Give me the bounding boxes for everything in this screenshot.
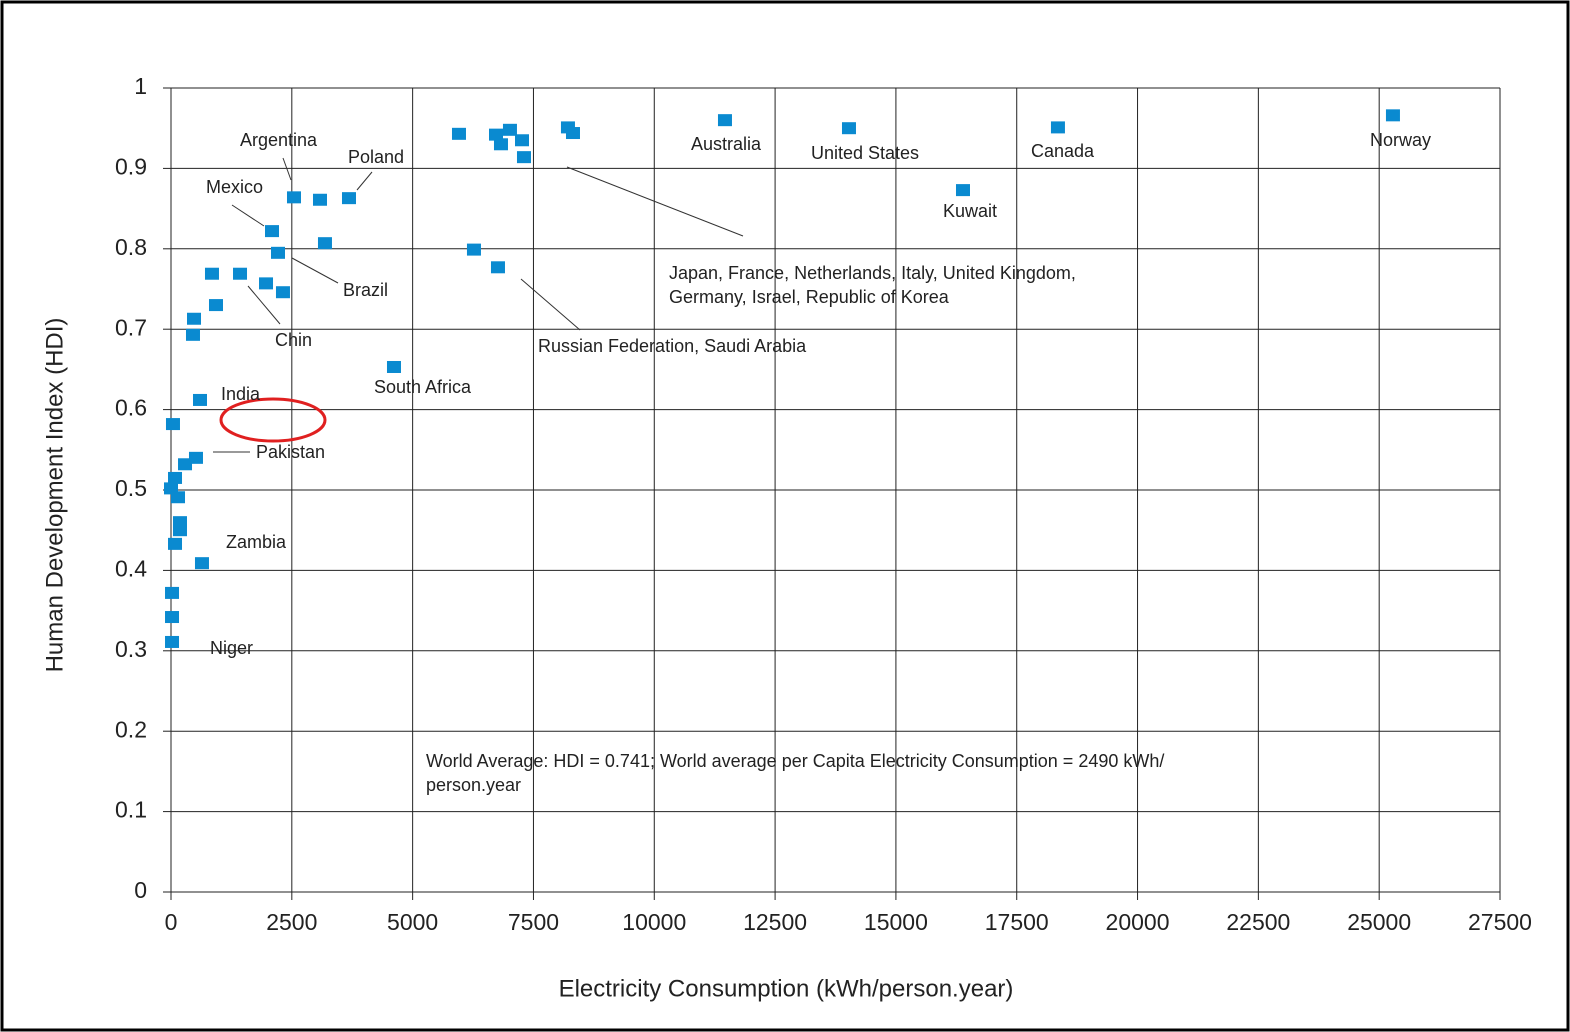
point [185, 328, 200, 341]
y-tick-label: 0.4 [115, 555, 147, 581]
annotation: Zambia [226, 532, 287, 552]
x-tick-label: 5000 [387, 909, 438, 935]
x-tick-label: 22500 [1226, 909, 1290, 935]
x-tick-label: 2500 [266, 909, 317, 935]
annotation: Mexico [206, 177, 263, 197]
leader-line [291, 257, 339, 284]
point [955, 184, 970, 197]
y-axis-label: Human Development Index (HDI) [41, 318, 68, 673]
annotation: South Africa [374, 377, 472, 397]
x-tick-label: 27500 [1468, 909, 1532, 935]
point [386, 360, 401, 373]
y-tick-label: 0.8 [115, 234, 147, 260]
x-tick-label: 17500 [985, 909, 1049, 935]
point [490, 261, 505, 274]
x-axis-label: Electricity Consumption (kWh/person.year… [559, 975, 1014, 1002]
point [233, 267, 248, 280]
point [208, 299, 223, 312]
annotation: Argentina [240, 130, 318, 150]
point [259, 277, 274, 290]
y-tick-label: 0.1 [115, 797, 147, 823]
y-tick-label: 0.3 [115, 636, 147, 662]
point [493, 138, 508, 151]
annotation: World Average: HDI = 0.741; World averag… [426, 751, 1164, 771]
point [841, 122, 856, 135]
point [168, 471, 183, 484]
y-tick-label: 0.9 [115, 153, 147, 179]
annotation: Chin [275, 330, 312, 350]
y-tick-label: 1 [134, 73, 147, 99]
annotation: Pakistan [256, 442, 325, 462]
leader-line [356, 171, 373, 191]
y-tick-label: 0.7 [115, 314, 147, 340]
point [502, 123, 517, 136]
point [565, 127, 580, 140]
annotation: India [221, 384, 261, 404]
annotation: Poland [348, 147, 404, 167]
point [178, 458, 193, 471]
leader-line [520, 278, 581, 331]
point [1385, 109, 1400, 122]
point [270, 246, 285, 259]
x-tick-label: 15000 [864, 909, 928, 935]
point [165, 586, 180, 599]
x-tick-label: 20000 [1106, 909, 1170, 935]
x-tick-label: 10000 [622, 909, 686, 935]
point [172, 524, 187, 537]
x-tick-label: 7500 [508, 909, 559, 935]
x-tick-label: 12500 [743, 909, 807, 935]
annotation: Kuwait [943, 201, 997, 221]
annotation: Canada [1031, 141, 1095, 161]
point [286, 191, 301, 204]
x-tick-label: 25000 [1347, 909, 1411, 935]
annotation: Brazil [343, 280, 388, 300]
point [466, 243, 481, 256]
point [489, 128, 504, 141]
point [165, 611, 180, 624]
point [341, 192, 356, 205]
point [317, 237, 332, 250]
highlight-ellipse [219, 397, 327, 443]
leader-line [231, 204, 265, 227]
point [312, 193, 327, 206]
point [717, 114, 732, 127]
leader-line [566, 166, 744, 237]
point [515, 134, 530, 147]
leader-line [247, 285, 281, 325]
point [192, 393, 207, 406]
annotation: Russian Federation, Saudi Arabia [538, 336, 807, 356]
point [165, 418, 180, 431]
point [516, 151, 531, 164]
leader-lines [213, 157, 744, 453]
point [204, 267, 219, 280]
annotation: person.year [426, 775, 521, 795]
point [275, 286, 290, 299]
y-tick-label: 0.6 [115, 395, 147, 421]
point [171, 491, 186, 504]
annotation: Australia [691, 134, 762, 154]
point [188, 451, 203, 464]
annotation: United States [811, 143, 919, 163]
x-tick-label: 0 [165, 909, 178, 935]
point [187, 312, 202, 325]
point [451, 127, 466, 140]
point [194, 557, 209, 570]
y-tick-label: 0 [134, 877, 147, 903]
y-tick-label: 0.5 [115, 475, 147, 501]
point [168, 537, 183, 550]
y-tick-label: 0.2 [115, 716, 147, 742]
point [165, 635, 180, 648]
point [265, 225, 280, 238]
annotation: Germany, Israel, Republic of Korea [669, 287, 950, 307]
annotation: Niger [210, 638, 253, 658]
annotation: Japan, France, Netherlands, Italy, Unite… [669, 263, 1076, 283]
leader-line [282, 157, 292, 181]
annotation: Norway [1370, 130, 1431, 150]
point [1050, 121, 1065, 134]
